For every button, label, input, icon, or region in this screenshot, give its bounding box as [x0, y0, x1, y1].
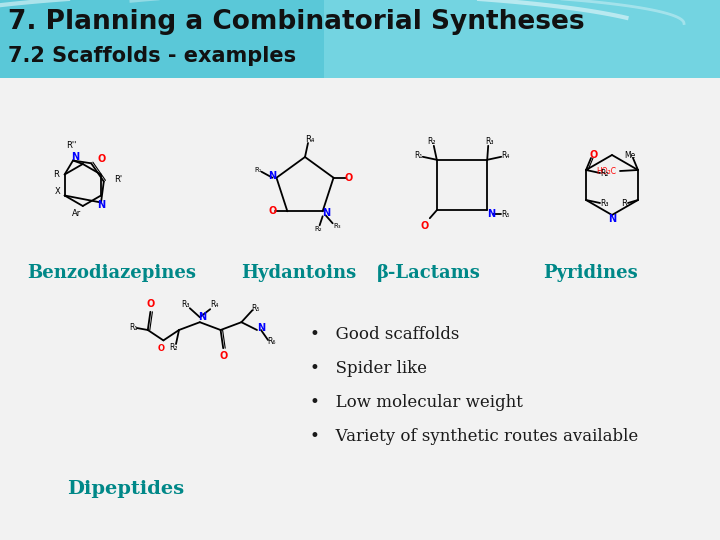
Text: O: O [590, 150, 598, 160]
Text: N: N [97, 199, 105, 210]
Text: •   Spider like: • Spider like [310, 360, 426, 377]
Text: R₄: R₄ [501, 151, 509, 160]
Text: R: R [53, 170, 59, 179]
Text: N: N [487, 209, 495, 219]
Text: N: N [198, 312, 206, 322]
Text: R₅: R₅ [251, 303, 260, 313]
Polygon shape [324, 0, 720, 78]
Text: R'': R'' [66, 141, 76, 150]
Text: O: O [146, 299, 155, 309]
Text: R': R' [114, 175, 122, 184]
Text: R₃: R₃ [333, 223, 341, 230]
Text: O: O [219, 351, 228, 361]
Text: Ar: Ar [72, 210, 81, 219]
Text: N: N [269, 171, 276, 181]
Text: R₃: R₃ [600, 199, 608, 208]
Text: R₆: R₆ [266, 338, 275, 347]
Text: R: R [621, 199, 627, 208]
Text: R₂: R₂ [428, 137, 436, 146]
Polygon shape [0, 78, 720, 540]
Text: 7. Planning a Combinatorial Syntheses: 7. Planning a Combinatorial Syntheses [8, 9, 585, 35]
Text: β-Lactams: β-Lactams [377, 264, 480, 282]
Text: R₂: R₂ [170, 343, 179, 353]
Text: R₄: R₄ [210, 300, 218, 309]
Text: R₁: R₁ [255, 167, 262, 173]
Text: X: X [55, 187, 60, 196]
Text: N: N [257, 323, 265, 333]
Text: O: O [344, 173, 353, 183]
Text: N: N [71, 152, 79, 163]
Text: O: O [420, 221, 429, 231]
Text: Hydantoins: Hydantoins [241, 264, 356, 282]
Text: N: N [608, 214, 616, 224]
Text: Dipeptides: Dipeptides [68, 480, 184, 498]
Text: Pyridines: Pyridines [543, 264, 638, 282]
Text: R₁: R₁ [415, 151, 423, 160]
Text: R₂: R₂ [600, 170, 608, 179]
Text: R₃: R₃ [485, 137, 493, 146]
Text: R₃: R₃ [181, 300, 190, 309]
Text: O: O [97, 154, 105, 164]
Text: Benzodiazepines: Benzodiazepines [27, 264, 196, 282]
Text: •   Variety of synthetic routes available: • Variety of synthetic routes available [310, 428, 638, 446]
Text: R₂: R₂ [315, 226, 323, 232]
Text: O: O [158, 344, 165, 353]
Text: HO₂C: HO₂C [596, 167, 616, 177]
Text: •   Good scaffolds: • Good scaffolds [310, 326, 459, 343]
Text: •   Low molecular weight: • Low molecular weight [310, 394, 523, 411]
Text: O: O [269, 206, 276, 217]
Text: R₁: R₁ [130, 323, 138, 333]
Text: R₅: R₅ [501, 210, 510, 219]
Text: N: N [323, 208, 330, 218]
Polygon shape [0, 0, 720, 78]
Text: Me: Me [624, 151, 636, 159]
Text: R₄: R₄ [305, 134, 315, 144]
Text: 7.2 Scaffolds - examples: 7.2 Scaffolds - examples [8, 46, 296, 66]
